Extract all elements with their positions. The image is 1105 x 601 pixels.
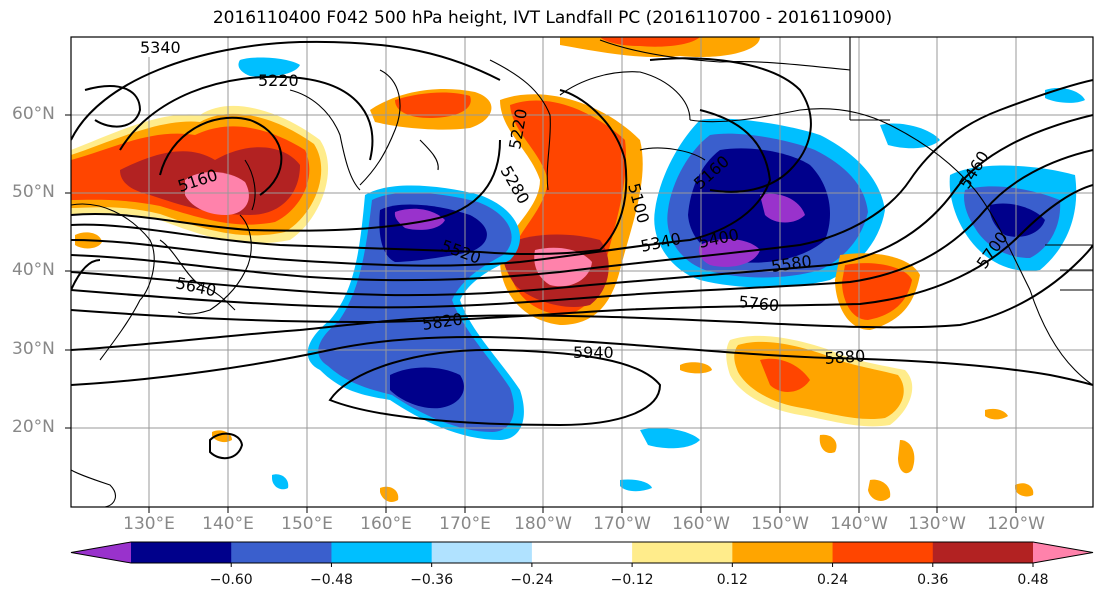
colorbar-tick-label: −0.60 <box>209 572 253 588</box>
map-frame <box>70 36 1094 508</box>
lon-label: 150°W <box>751 514 809 534</box>
contour-label: 5340 <box>140 38 181 57</box>
colorbar-tick-label: 0.12 <box>716 572 748 588</box>
colorbar-tick-label: −0.48 <box>309 572 353 588</box>
map-title: 2016110400 F042 500 hPa height, IVT Land… <box>212 8 893 28</box>
height-contours <box>71 40 1093 460</box>
colorbar-segment <box>632 542 733 563</box>
contour-label: 5880 <box>824 346 866 368</box>
colorbar-segment <box>732 542 834 563</box>
lon-label: 140°W <box>830 514 888 534</box>
lon-label: 180°W <box>514 514 572 534</box>
lon-label: 170°E <box>439 514 491 534</box>
colorbar <box>70 541 1094 567</box>
lat-label: 40°N <box>12 260 55 280</box>
colorbar-tick-label: 0.36 <box>917 572 949 588</box>
colorbar-tick-label: 0.48 <box>1017 572 1049 588</box>
colorbar-segment <box>932 542 1034 563</box>
lon-label: 160°E <box>360 514 412 534</box>
graticule <box>71 37 1093 507</box>
colorbar-outline <box>70 541 1094 564</box>
colorbar-tick-label: 0.24 <box>816 572 849 588</box>
lon-label: 140°E <box>202 514 254 534</box>
lon-label: 150°E <box>281 514 333 534</box>
colorbar-segment <box>832 542 934 563</box>
colorbar-segment <box>231 542 332 563</box>
colorbar-segment <box>131 542 232 563</box>
axis-ticks <box>65 114 1017 513</box>
colorbar-segment <box>331 542 433 563</box>
lon-label: 120°W <box>987 514 1045 534</box>
lon-label: 160°W <box>672 514 730 534</box>
lon-label: 130°W <box>908 514 966 534</box>
lat-label: 20°N <box>12 417 55 437</box>
coastlines <box>71 37 1093 507</box>
lat-label: 60°N <box>12 104 55 124</box>
colorbar-tick-label: −0.36 <box>410 572 454 588</box>
colorbar-segment <box>531 542 633 563</box>
lon-label: 130°E <box>123 514 175 534</box>
contour-label: 5940 <box>573 343 614 362</box>
colorbar-extend-low <box>71 542 131 563</box>
colorbar-segment <box>431 542 533 563</box>
contour-label: 5760 <box>738 292 780 315</box>
lat-label: 30°N <box>12 339 55 359</box>
colorbar-tick-label: −0.12 <box>610 572 654 588</box>
lat-label: 50°N <box>12 182 55 202</box>
colorbar-extend-high <box>1033 542 1093 563</box>
colorbar-tick-label: −0.24 <box>510 572 554 588</box>
lon-label: 170°W <box>593 514 651 534</box>
contour-label: 5220 <box>258 71 299 90</box>
